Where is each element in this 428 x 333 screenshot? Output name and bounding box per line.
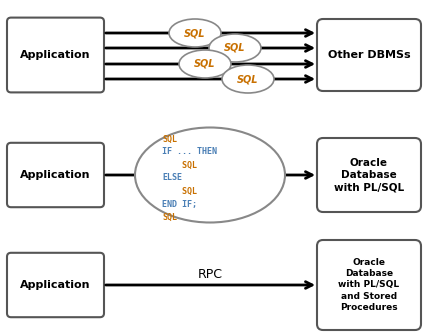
Ellipse shape bbox=[179, 50, 231, 78]
Text: SQL: SQL bbox=[237, 74, 259, 84]
Text: SQL: SQL bbox=[224, 43, 246, 53]
Text: SQL: SQL bbox=[162, 212, 177, 221]
FancyBboxPatch shape bbox=[7, 253, 104, 317]
Text: SQL: SQL bbox=[162, 186, 197, 195]
Text: Application: Application bbox=[20, 280, 91, 290]
Text: SQL: SQL bbox=[184, 28, 206, 38]
FancyBboxPatch shape bbox=[317, 240, 421, 330]
Text: Application: Application bbox=[20, 50, 91, 60]
FancyBboxPatch shape bbox=[7, 18, 104, 92]
FancyBboxPatch shape bbox=[7, 143, 104, 207]
Text: END IF;: END IF; bbox=[162, 199, 197, 208]
FancyBboxPatch shape bbox=[317, 138, 421, 212]
Ellipse shape bbox=[222, 65, 274, 93]
Text: Oracle
Database
with PL/SQL: Oracle Database with PL/SQL bbox=[334, 158, 404, 192]
Text: IF ... THEN: IF ... THEN bbox=[162, 148, 217, 157]
FancyBboxPatch shape bbox=[317, 19, 421, 91]
Text: Other DBMSs: Other DBMSs bbox=[328, 50, 410, 60]
Ellipse shape bbox=[209, 34, 261, 62]
Text: RPC: RPC bbox=[198, 268, 223, 281]
Text: SQL: SQL bbox=[162, 161, 197, 169]
Text: Oracle
Database
with PL/SQL
and Stored
Procedures: Oracle Database with PL/SQL and Stored P… bbox=[339, 258, 400, 312]
Text: SQL: SQL bbox=[162, 135, 177, 144]
Ellipse shape bbox=[169, 19, 221, 47]
Ellipse shape bbox=[135, 128, 285, 222]
Text: SQL: SQL bbox=[194, 59, 216, 69]
Text: ELSE: ELSE bbox=[162, 173, 182, 182]
Text: Application: Application bbox=[20, 170, 91, 180]
